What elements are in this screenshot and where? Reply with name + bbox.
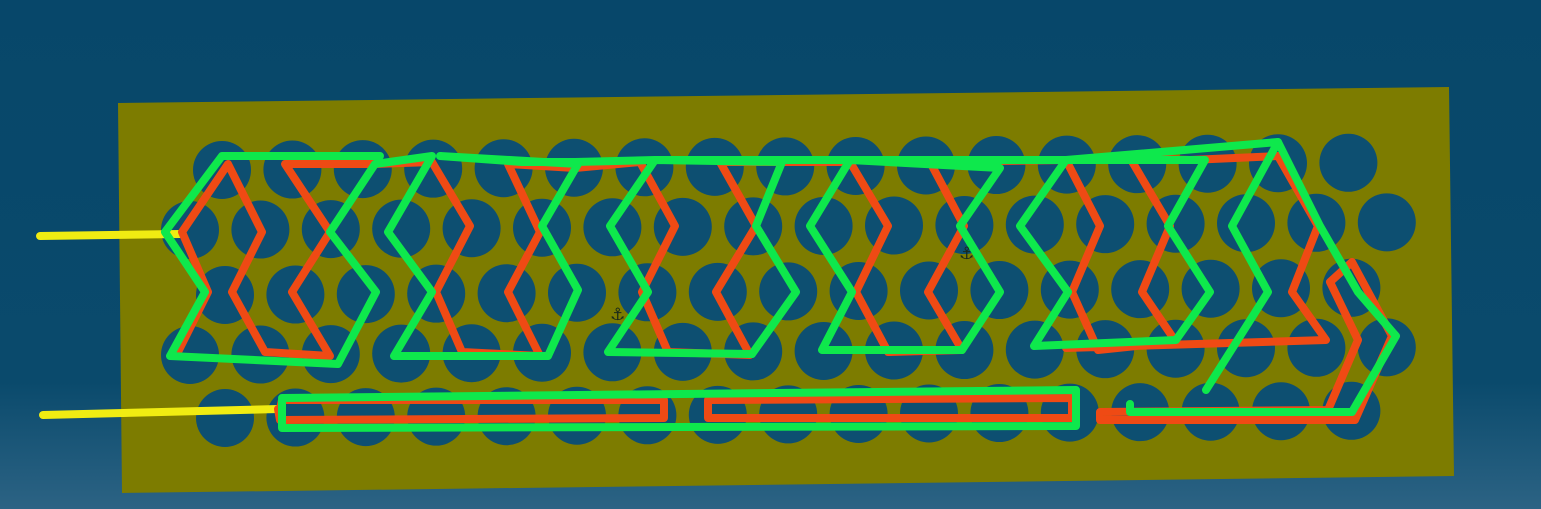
board-hole [1005,195,1064,254]
green-bottom-loop [278,386,1080,432]
board-hole [1146,319,1205,378]
board-hole [1319,133,1378,192]
board-hole [196,389,254,447]
board-hole [1357,193,1416,252]
anchor-icon: ⚓ [959,244,974,264]
board-hole [1217,319,1275,378]
lead-wire-bottom [39,405,282,419]
board-hole [1287,318,1346,377]
board-hole [372,199,431,258]
board-hole [759,262,818,321]
green-zigzag-run [161,138,1282,394]
yellow-lead-wires [36,230,282,419]
board-hole [1217,194,1275,253]
anchor-icon: ⚓ [610,305,625,325]
board-hole [231,325,290,384]
board-hole [336,265,395,324]
green-serpentine-wire [161,138,1400,432]
green-tail-run [1126,138,1400,416]
board-hole [756,137,815,196]
lead-wire-top [36,230,184,240]
board-hole [794,196,853,255]
